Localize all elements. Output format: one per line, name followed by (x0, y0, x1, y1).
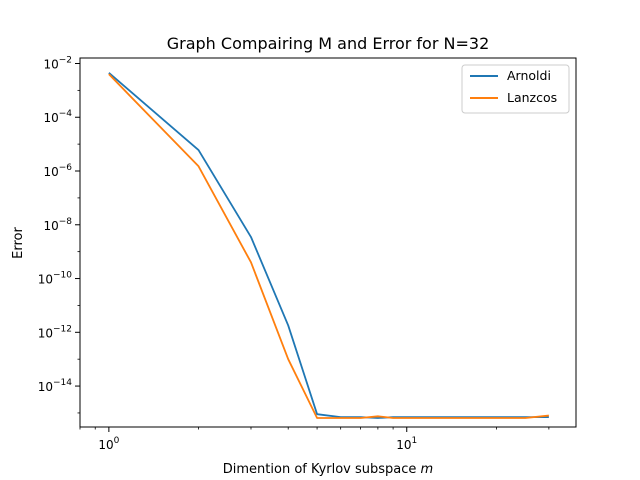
x-axis-label: Dimention of Kyrlov subspace (223, 462, 417, 477)
x-tick-label-base: 10 (98, 438, 113, 452)
y-tick-label-exponent: −12 (53, 324, 72, 334)
x-tick-label-exponent: 0 (114, 436, 120, 446)
y-tick-label: 10−12 (38, 324, 72, 340)
y-tick-label-base: 10 (43, 111, 58, 125)
plot-area (79, 57, 577, 428)
y-tick-label: 10−8 (43, 217, 72, 233)
legend-label-lanzcos: Lanzcos (507, 90, 557, 105)
chart-title: Graph Compairing M and Error for N=32 (167, 34, 490, 53)
series-line-lanzcos (108, 73, 549, 419)
y-tick-label-base: 10 (43, 219, 58, 233)
legend-label-arnoldi: Arnoldi (507, 68, 551, 83)
plot-frame (79, 57, 577, 428)
series-line-arnoldi (108, 72, 549, 419)
y-tick-label-exponent: −2 (59, 55, 72, 65)
y-tick-label: 10−6 (43, 163, 72, 179)
y-tick-label-base: 10 (43, 57, 58, 71)
x-tick-label: 100 (98, 436, 119, 452)
y-tick-label-base: 10 (38, 273, 53, 287)
y-tick-label-base: 10 (38, 380, 53, 394)
y-tick-label-base: 10 (38, 326, 53, 340)
y-tick-label-base: 10 (43, 165, 58, 179)
x-axis-title: Dimention of Kyrlov subspace m (223, 462, 433, 477)
y-tick-label-exponent: −8 (59, 217, 73, 227)
x-tick-label-exponent: 1 (412, 436, 418, 446)
y-tick-label: 10−4 (43, 109, 72, 125)
y-tick-label: 10−14 (38, 378, 73, 394)
y-axis-title: Error (11, 227, 26, 259)
series-layer (108, 72, 549, 419)
y-tick-label-exponent: −10 (53, 271, 72, 281)
x-axis: 100 101 (79, 427, 550, 452)
x-axis-variable: m (421, 462, 434, 477)
x-tick-label-base: 10 (396, 438, 411, 452)
y-tick-label: 10−10 (38, 271, 73, 287)
y-tick-label-exponent: −14 (53, 378, 72, 388)
y-tick-label: 10−2 (43, 55, 72, 71)
y-tick-label-exponent: −4 (59, 109, 73, 119)
y-tick-label-exponent: −6 (59, 163, 73, 173)
x-tick-label: 101 (396, 436, 417, 452)
legend: Arnoldi Lanzcos (461, 64, 570, 114)
